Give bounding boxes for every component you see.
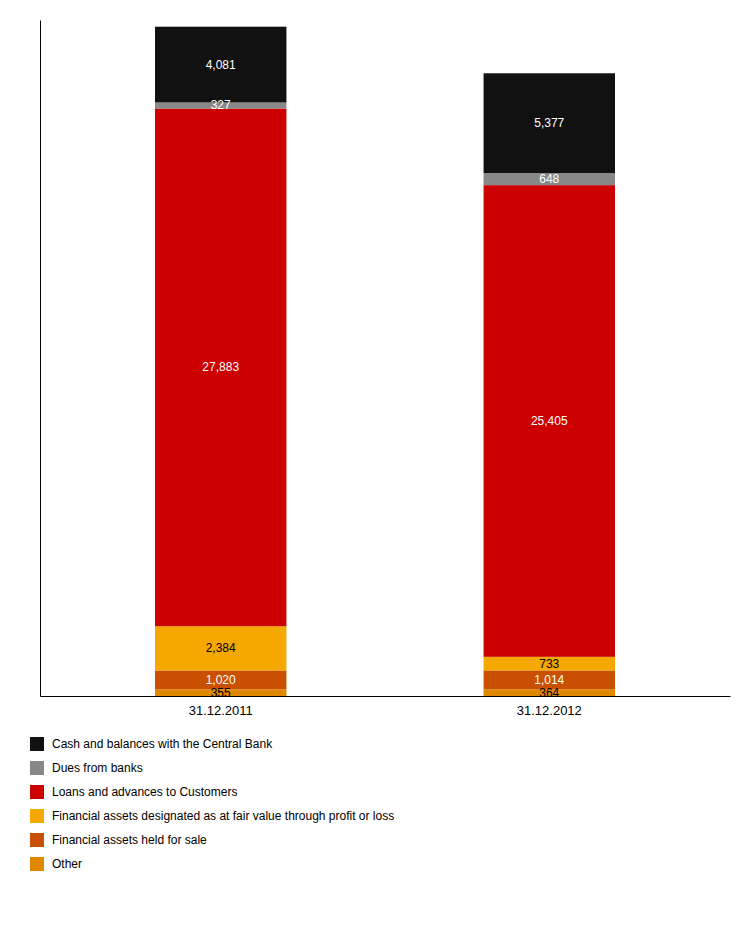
bar-segment xyxy=(484,657,615,671)
legend-item: Cash and balances with the Central Bank xyxy=(30,737,273,751)
data-label: 364 xyxy=(539,686,559,700)
data-labels: 355 364 1,020 1,014 2,384 733 27,883 25,405 327 6… xyxy=(202,58,568,700)
data-label: 5,377 xyxy=(534,116,564,130)
legend-label: Financial assets designated as at fair v… xyxy=(52,809,394,823)
legend-label: Other xyxy=(52,857,82,871)
data-label: 4,081 xyxy=(206,58,236,72)
data-label: 27,883 xyxy=(202,360,239,374)
y-axis-line xyxy=(40,21,41,697)
legend-label: Financial assets held for sale xyxy=(52,833,207,847)
bar-segment xyxy=(484,173,615,185)
legend-swatch xyxy=(30,761,44,775)
data-label: 355 xyxy=(211,686,231,700)
data-label: 327 xyxy=(211,98,231,112)
data-label: 733 xyxy=(539,657,559,671)
legend-swatch xyxy=(30,737,44,751)
legend-item: Financial assets designated as at fair v… xyxy=(30,809,394,823)
legend-swatch xyxy=(30,857,44,871)
x-axis: 31.12.2011 31.12.2012 xyxy=(41,696,731,718)
legend-swatch xyxy=(30,785,44,799)
x-axis-line xyxy=(41,696,731,697)
x-tick: 31.12.2012 xyxy=(517,696,582,718)
x-tick-label: 31.12.2011 xyxy=(189,703,253,718)
data-label: 2,384 xyxy=(206,641,236,655)
bar-segment xyxy=(484,670,615,689)
data-label: 25,405 xyxy=(531,414,568,428)
chart: 355 364 1,020 1,014 2,384 733 27,883 25,405 327 6… xyxy=(0,0,750,926)
bar-segment xyxy=(155,670,286,689)
legend-swatch xyxy=(30,833,44,847)
bar-segment xyxy=(155,109,286,627)
legend: Cash and balances with the Central Bank D… xyxy=(30,737,394,871)
legend-item: Financial assets held for sale xyxy=(30,833,207,847)
legend-swatch xyxy=(30,809,44,823)
legend-label: Loans and advances to Customers xyxy=(52,785,237,799)
x-tick-label: 31.12.2012 xyxy=(517,703,582,718)
data-label: 1,020 xyxy=(206,673,236,687)
legend-label: Cash and balances with the Central Bank xyxy=(52,737,273,751)
series xyxy=(155,109,615,657)
bar-segment xyxy=(484,73,615,173)
legend-item: Other xyxy=(30,857,82,871)
legend-item: Dues from banks xyxy=(30,761,143,775)
legend-label: Dues from banks xyxy=(52,761,143,775)
bars xyxy=(155,27,615,696)
x-tick: 31.12.2011 xyxy=(189,696,253,718)
data-label: 1,014 xyxy=(534,673,564,687)
y-axis xyxy=(40,21,41,697)
series xyxy=(155,27,615,173)
bar-segment xyxy=(484,185,615,657)
series xyxy=(155,670,615,689)
legend-item: Loans and advances to Customers xyxy=(30,785,237,799)
data-label: 648 xyxy=(539,172,559,186)
bar-segment xyxy=(155,27,286,103)
bar-segment xyxy=(155,626,286,670)
